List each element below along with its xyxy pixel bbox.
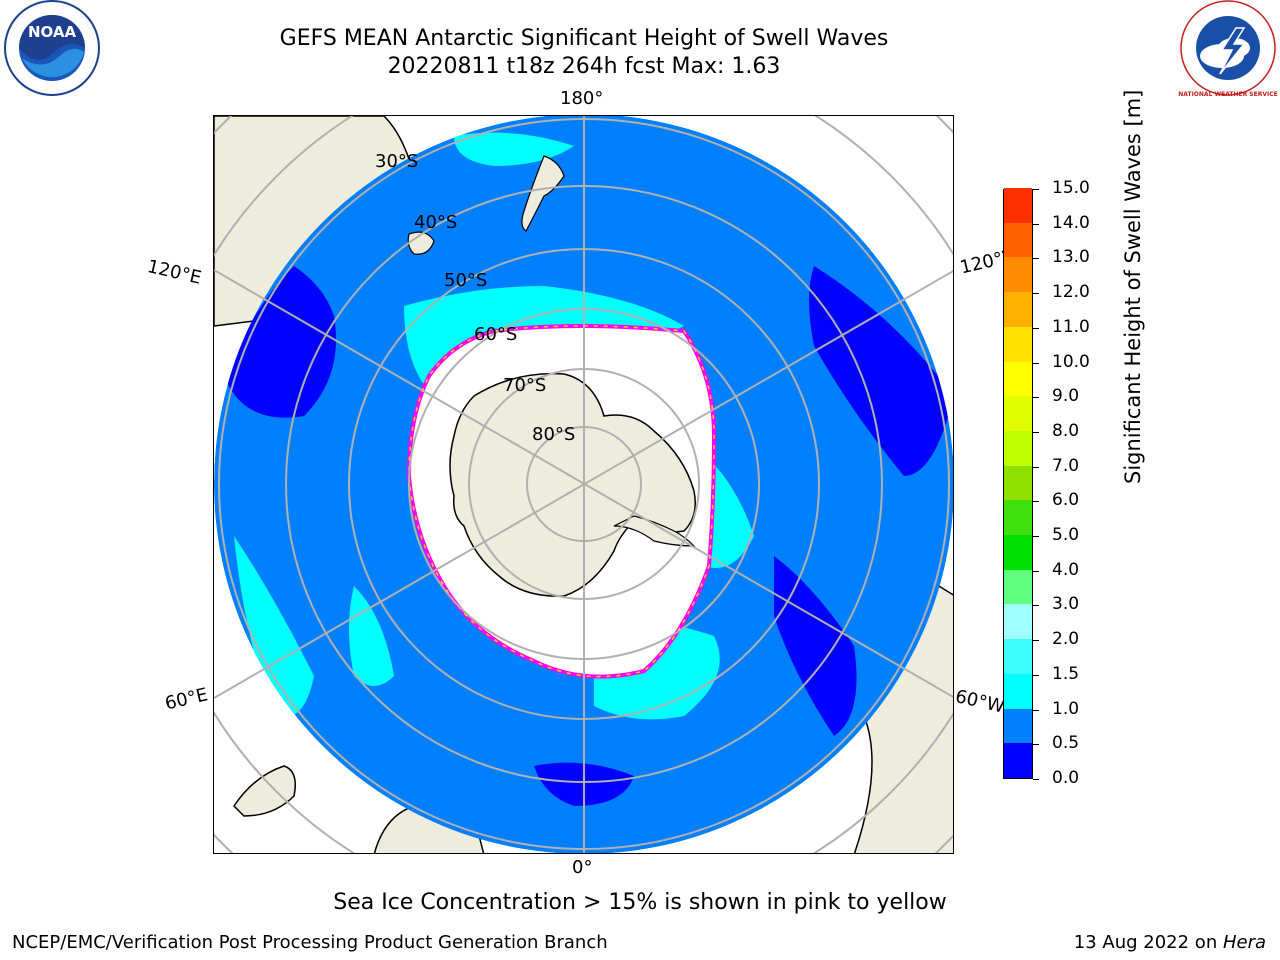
colorbar (1003, 187, 1033, 779)
colorbar-tick-label: 4.0 (1052, 559, 1080, 580)
colorbar-tick-label: 10.0 (1052, 351, 1090, 372)
sea-ice-footnote: Sea Ice Concentration > 15% is shown in … (333, 890, 947, 915)
colorbar-tick-label: 1.5 (1052, 663, 1080, 684)
colorbar-segment (1004, 673, 1032, 709)
colorbar-segment (1004, 708, 1032, 744)
lon-label-0: 0° (572, 857, 593, 878)
colorbar-tick-label: 8.0 (1052, 420, 1080, 441)
lat-label-30s: 30°S (375, 151, 419, 172)
date-text: 13 Aug 2022 on Hera (1074, 932, 1266, 953)
colorbar-segment (1004, 742, 1032, 778)
colorbar-segment (1004, 430, 1032, 466)
colorbar-tick-label: 0.0 (1052, 768, 1080, 788)
lon-label-60w: 60°W (953, 686, 1007, 718)
antarctica-land (449, 372, 696, 597)
colorbar-tick-mark (1033, 570, 1039, 572)
colorbar-tick-label: 7.0 (1052, 455, 1080, 476)
colorbar-segment (1004, 569, 1032, 605)
low-swell-region-1 (224, 266, 336, 418)
lat-label-60s: 60°S (474, 324, 518, 345)
colorbar-segment (1004, 291, 1032, 327)
low-swell-region-2 (809, 266, 953, 476)
low-swell-region-3 (774, 556, 857, 736)
colorbar-tick-mark (1033, 362, 1039, 364)
sea-ice-edge-yellow (408, 325, 715, 678)
colorbar-label: Significant Height of Swell Waves [m] (1121, 89, 1145, 484)
colorbar-segment (1004, 499, 1032, 536)
colorbar-tick-mark (1033, 466, 1039, 468)
colorbar-segment (1004, 465, 1032, 501)
colorbar-tick-mark (1033, 223, 1039, 225)
lon-label-60e: 60°E (163, 684, 210, 715)
colorbar-tick-mark (1033, 258, 1039, 260)
colorbar-tick-label: 0.5 (1052, 733, 1080, 754)
colorbar-segment (1004, 361, 1032, 397)
colorbar-segment (1004, 222, 1032, 258)
chart-title: GEFS MEAN Antarctic Significant Height o… (279, 26, 889, 51)
meridian-lines (214, 116, 953, 853)
colorbar-tick-label: 3.0 (1052, 594, 1080, 615)
lon-label-180: 180° (560, 88, 604, 109)
noaa-logo-text: NOAA (28, 23, 77, 41)
date-value: 13 Aug 2022 on (1073, 932, 1223, 953)
colorbar-tick-mark (1033, 605, 1039, 607)
colorbar-tick-mark (1033, 536, 1039, 538)
new-zealand-land (521, 155, 565, 232)
colorbar-tick-mark (1033, 744, 1039, 746)
madagascar-land (233, 765, 296, 817)
colorbar-tick-label: 15.0 (1052, 178, 1090, 198)
lat-label-80s: 80°S (532, 424, 576, 445)
colorbar-tick-label: 2.0 (1052, 629, 1080, 650)
colorbar-segment (1004, 395, 1032, 431)
antarctic-peninsula-land (613, 515, 696, 547)
colorbar-tick-mark (1033, 327, 1039, 329)
nws-logo: NATIONAL WEATHER SERVICE (1178, 0, 1278, 100)
noaa-logo: NOAA (2, 0, 102, 100)
colorbar-tick-label: 11.0 (1052, 316, 1090, 337)
colorbar-tick-label: 1.0 (1052, 698, 1080, 719)
colorbar-tick-label: 9.0 (1052, 386, 1080, 407)
colorbar-tick-mark (1033, 431, 1039, 433)
colorbar-tick-mark (1033, 501, 1039, 503)
host-name: Hera (1222, 932, 1266, 953)
colorbar-segment (1004, 187, 1032, 223)
colorbar-tick-mark (1033, 640, 1039, 642)
colorbar-tick-mark (1033, 293, 1039, 295)
nws-logo-text: NATIONAL WEATHER SERVICE (1178, 91, 1277, 98)
colorbar-segment (1004, 603, 1032, 640)
moderate-swell-region-6 (349, 586, 394, 686)
colorbar-tick-mark (1033, 779, 1039, 780)
colorbar-tick-label: 13.0 (1052, 247, 1090, 268)
colorbar-tick-label: 6.0 (1052, 490, 1080, 511)
colorbar-tick-mark (1033, 674, 1039, 676)
colorbar-tick-mark (1033, 709, 1039, 711)
credit-text: NCEP/EMC/Verification Post Processing Pr… (12, 932, 608, 953)
colorbar-tick-label: 14.0 (1052, 212, 1090, 233)
lon-label-120e: 120°E (145, 256, 204, 289)
colorbar-segment (1004, 638, 1032, 674)
lat-label-70s: 70°S (503, 375, 547, 396)
chart-subtitle: 20220811 t18z 264h fcst Max: 1.63 (387, 54, 781, 79)
moderate-swell-region-3 (234, 536, 314, 718)
lat-label-40s: 40°S (414, 212, 458, 233)
colorbar-segment (1004, 326, 1032, 362)
polar-map (213, 115, 954, 854)
colorbar-segment (1004, 534, 1032, 570)
colorbar-tick-mark (1033, 189, 1039, 190)
colorbar-tick-mark (1033, 397, 1039, 399)
colorbar-tick-label: 12.0 (1052, 282, 1090, 303)
lat-label-50s: 50°S (444, 270, 488, 291)
colorbar-tick-label: 5.0 (1052, 525, 1080, 546)
colorbar-segment (1004, 256, 1032, 293)
